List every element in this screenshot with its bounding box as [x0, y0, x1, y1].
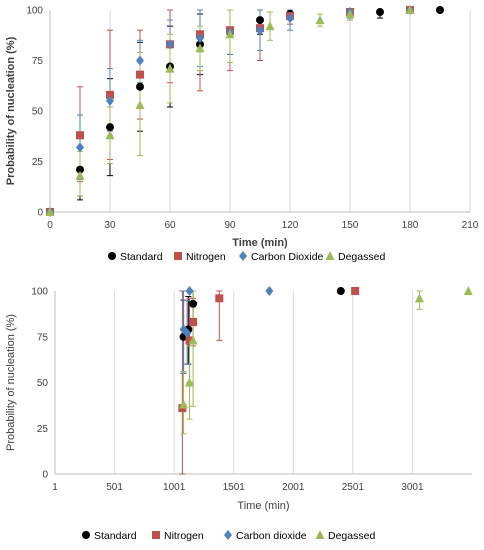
point-degassed — [135, 99, 145, 109]
x-tick-label: 180 — [402, 220, 419, 231]
legend-label-nitrogen: Nitrogen — [186, 251, 226, 263]
y-tick-label: 25 — [32, 157, 44, 168]
y-axis-title: Probability of nucleation (%) — [5, 314, 17, 451]
x-tick-label: 501 — [106, 482, 123, 493]
point-carbon-dioxide — [265, 286, 274, 296]
x-tick-label: 60 — [164, 220, 176, 231]
legend-label-degassed: Degassed — [338, 251, 385, 263]
point-standard — [436, 6, 444, 14]
legend-label-degassed: Degassed — [328, 530, 375, 542]
point-degassed — [105, 130, 115, 140]
x-tick-label: 1001 — [163, 482, 186, 493]
legend-marker-standard — [82, 531, 90, 539]
legend-label-carbon-dioxide: Carbon dioxide — [236, 530, 307, 542]
point-standard — [256, 16, 264, 25]
legend-marker-carbon-dioxide — [224, 530, 232, 540]
point-nitrogen — [351, 287, 360, 295]
point-carbon-dioxide — [196, 33, 204, 44]
x-tick-label: 2501 — [342, 482, 365, 493]
point-carbon-dioxide — [106, 95, 114, 106]
x-tick-label: 210 — [462, 220, 479, 231]
y-tick-label: 75 — [37, 332, 49, 343]
legend-marker-standard — [108, 252, 116, 260]
y-tick-label: 25 — [37, 424, 49, 435]
legend-marker-degassed — [325, 251, 335, 260]
point-standard — [376, 8, 384, 17]
x-tick-label: 1 — [52, 482, 58, 493]
y-tick-label: 100 — [31, 287, 48, 298]
point-degassed — [179, 399, 189, 409]
point-standard — [76, 165, 84, 174]
point-degassed — [315, 15, 325, 25]
x-tick-label: 3001 — [401, 482, 424, 493]
x-tick-label: 120 — [282, 220, 299, 231]
x-tick-label: 2001 — [282, 482, 305, 493]
x-tick-label: 90 — [224, 220, 236, 231]
point-carbon-dioxide — [256, 25, 264, 36]
point-degassed — [414, 293, 424, 303]
point-degassed — [225, 29, 235, 39]
point-degassed — [265, 21, 275, 31]
point-carbon-dioxide — [185, 286, 194, 296]
point-standard — [136, 82, 144, 91]
legend-marker-nitrogen — [152, 531, 160, 539]
point-carbon-dioxide — [286, 13, 294, 24]
y-tick-label: 50 — [37, 378, 49, 389]
point-nitrogen — [185, 336, 194, 345]
point-standard — [336, 287, 345, 295]
legend-marker-carbon-dioxide — [239, 251, 247, 261]
point-degassed — [188, 335, 198, 345]
point-degassed — [45, 207, 55, 216]
chart-top: 0 30 60 90 120 150 180 210 0 25 50 75 100 Time (min) P… — [5, 5, 479, 263]
point-nitrogen — [215, 294, 224, 303]
y-tick-label: 50 — [32, 107, 44, 118]
point-degassed — [463, 286, 473, 295]
point-degassed — [185, 377, 195, 387]
point-standard — [189, 299, 198, 308]
legend-marker-degassed — [315, 530, 325, 539]
legend-marker-nitrogen — [174, 252, 182, 260]
y-tick-label: 0 — [37, 208, 43, 219]
point-degassed — [195, 43, 205, 53]
point-degassed — [345, 9, 355, 19]
point-carbon-dioxide — [166, 39, 174, 50]
y-tick-label: 100 — [26, 6, 43, 17]
point-nitrogen — [136, 70, 144, 79]
legend-label-carbon-dioxide: Carbon Dioxide — [251, 251, 324, 263]
point-carbon-dioxide — [183, 328, 192, 339]
x-tick-label: 150 — [342, 220, 359, 231]
x-axis-title: Time (min) — [232, 237, 288, 249]
x-tick-label: 0 — [47, 220, 53, 231]
point-degassed — [405, 5, 415, 14]
y-tick-label: 75 — [32, 56, 44, 67]
x-axis-title: Time (min) — [237, 500, 289, 512]
y-tick-label: 0 — [42, 470, 48, 481]
point-carbon-dioxide — [76, 142, 84, 153]
point-carbon-dioxide — [136, 55, 144, 66]
point-degassed — [75, 170, 85, 180]
point-nitrogen — [76, 131, 84, 140]
point-degassed — [165, 63, 175, 73]
point-standard — [106, 123, 114, 132]
point-nitrogen — [106, 90, 114, 99]
legend-label-standard: Standard — [94, 530, 137, 542]
point-nitrogen — [189, 318, 198, 327]
legend-label-standard: Standard — [120, 251, 163, 263]
y-axis-title: Probability of nucleation (%) — [5, 36, 17, 185]
x-tick-label: 30 — [104, 220, 116, 231]
x-tick-label: 1501 — [223, 482, 246, 493]
legend-label-nitrogen: Nitrogen — [164, 530, 204, 542]
